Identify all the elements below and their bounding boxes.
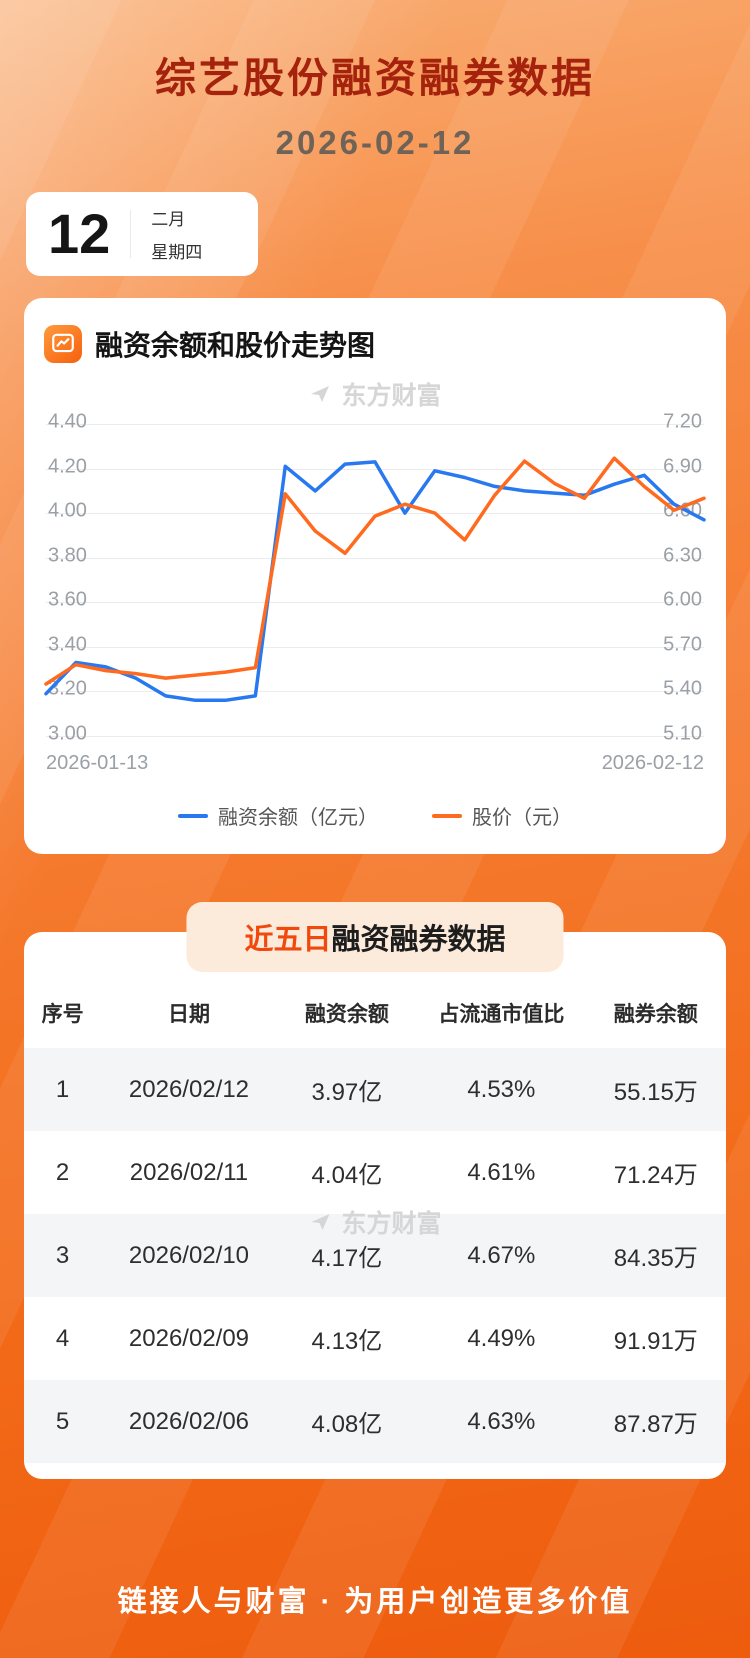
cell-index: 2 (55, 1158, 70, 1186)
cell-index: 1 (55, 1075, 70, 1103)
legend-marker-blue (178, 813, 208, 818)
table-header-row: 序号 日期 融资余额 占流通市值比 融券余额 (24, 984, 726, 1048)
table-card: 近五日融资融券数据 东方财富 序号 日期 融资余额 占流通市值比 融券余额 1 … (24, 902, 726, 1479)
legend-marker-orange (432, 813, 462, 818)
col-header-index: 序号 (41, 1003, 84, 1026)
chart-watermark: 东方财富 (44, 376, 706, 412)
line-margin-balance (44, 460, 706, 703)
cell-market-cap-ratio: 4.67% (467, 1241, 536, 1269)
x-axis-end-label: 2026-02-12 (601, 752, 704, 774)
cell-securities-balance: 84.35万 (613, 1245, 698, 1272)
table-title-highlight: 近五日 (244, 924, 332, 956)
x-axis-labels: 2026-01-13 2026-02-12 (46, 752, 704, 775)
y-axis-label-left: 3.60 (48, 588, 87, 611)
cell-margin-balance: 4.13亿 (311, 1328, 383, 1355)
y-axis-label-right: 6.90 (663, 455, 702, 478)
table-title-rest: 融资融券数据 (331, 924, 506, 956)
footer-slogan: 链接人与财富 · 为用户创造更多价值 (117, 1586, 633, 1618)
gridline (46, 424, 704, 425)
y-axis-label-left: 3.80 (48, 544, 87, 567)
margin-data-table: 序号 日期 融资余额 占流通市值比 融券余额 1 2026/02/12 3.97… (24, 984, 726, 1463)
cell-securities-balance: 71.24万 (613, 1162, 698, 1189)
table-title-pill: 近五日融资融券数据 (186, 902, 564, 972)
cell-market-cap-ratio: 4.63% (467, 1407, 536, 1435)
calendar-divider (130, 210, 132, 258)
cell-margin-balance: 4.17亿 (311, 1245, 383, 1272)
y-axis-label-right: 5.70 (663, 633, 702, 656)
legend-item-stock-price: 股价（元） (432, 801, 572, 830)
gridline (46, 646, 704, 648)
y-axis-label-left: 3.40 (48, 633, 87, 656)
legend-label-stock-price: 股价（元） (472, 807, 572, 829)
cell-market-cap-ratio: 4.53% (467, 1075, 536, 1103)
calendar-card: 12 二月 星期四 (26, 192, 258, 276)
table-row: 1 2026/02/12 3.97亿 4.53% 55.15万 (24, 1048, 726, 1131)
trend-chart-svg (44, 456, 706, 703)
cell-securities-balance: 55.15万 (613, 1079, 698, 1106)
calendar-weekday: 星期四 (151, 243, 203, 262)
y-axis-label-left: 4.00 (48, 499, 87, 522)
calendar-month: 二月 (151, 210, 186, 229)
gridline (46, 691, 704, 693)
cell-date: 2026/02/09 (128, 1324, 250, 1352)
chart-section-title: 融资余额和股价走势图 (95, 330, 376, 361)
cell-index: 4 (55, 1324, 70, 1352)
cell-margin-balance: 4.08亿 (311, 1411, 383, 1438)
cell-margin-balance: 4.04亿 (311, 1162, 383, 1189)
cell-date: 2026/02/11 (129, 1158, 249, 1186)
calendar-day: 12 (48, 202, 111, 265)
col-header-securities-balance: 融券余额 (613, 1003, 698, 1026)
legend-item-margin-balance: 融资余额（亿元） (178, 801, 378, 830)
cell-securities-balance: 87.87万 (613, 1411, 698, 1438)
table-row: 5 2026/02/06 4.08亿 4.63% 87.87万 (24, 1380, 726, 1463)
gridline (46, 557, 704, 559)
legend-label-margin-balance: 融资余额（亿元） (218, 807, 378, 829)
cell-index: 3 (55, 1241, 70, 1269)
watermark-text: 东方财富 (341, 382, 442, 410)
chart-section-header: 融资余额和股价走势图 (44, 324, 706, 364)
cell-margin-balance: 3.97亿 (311, 1079, 383, 1106)
y-axis-label-right: 7.20 (663, 410, 702, 433)
col-header-margin-balance: 融资余额 (304, 1003, 389, 1026)
cell-securities-balance: 91.91万 (613, 1328, 698, 1355)
line-stock-price (44, 456, 706, 686)
x-axis-start-label: 2026-01-13 (46, 752, 149, 774)
cell-date: 2026/02/10 (128, 1241, 250, 1269)
cell-date: 2026/02/12 (128, 1075, 250, 1103)
trend-chart-icon (44, 325, 82, 363)
y-axis-label-right: 6.30 (663, 544, 702, 567)
y-axis-label-right: 6.00 (663, 588, 702, 611)
y-axis-label-left: 4.40 (48, 410, 87, 433)
chart-legend: 融资余额（亿元） 股价（元） (44, 801, 706, 830)
gridline (46, 468, 704, 470)
chart-plot: 4.40 7.20 4.20 6.90 4.00 6.60 3.80 6.30 3.60 6.00… (44, 411, 706, 745)
table-row: 3 2026/02/10 4.17亿 4.67% 84.35万 (24, 1214, 726, 1297)
y-axis-label-right: 5.40 (663, 678, 702, 701)
gridline (46, 513, 704, 515)
col-header-market-cap-ratio: 占流通市值比 (438, 1003, 565, 1026)
gridline (46, 602, 704, 604)
col-header-date: 日期 (167, 1003, 210, 1026)
table-row: 4 2026/02/09 4.13亿 4.49% 91.91万 (24, 1297, 726, 1380)
cell-market-cap-ratio: 4.61% (467, 1158, 536, 1186)
chart-card: 融资余额和股价走势图 东方财富 4.40 7.20 4.20 6.90 4.00 6.60… (24, 298, 726, 854)
eastmoney-logo-icon (311, 386, 330, 402)
table-row: 2 2026/02/11 4.04亿 4.61% 71.24万 (24, 1131, 726, 1214)
y-axis-label-right: 5.10 (663, 722, 702, 745)
cell-date: 2026/02/06 (128, 1407, 250, 1435)
cell-market-cap-ratio: 4.49% (467, 1324, 536, 1352)
page-title: 综艺股份融资融券数据 (155, 55, 595, 101)
y-axis-label-left: 4.20 (48, 455, 87, 478)
page-date: 2026-02-12 (275, 124, 475, 161)
y-axis-label-left: 3.00 (48, 722, 87, 745)
cell-index: 5 (55, 1407, 70, 1435)
gridline (46, 736, 704, 737)
